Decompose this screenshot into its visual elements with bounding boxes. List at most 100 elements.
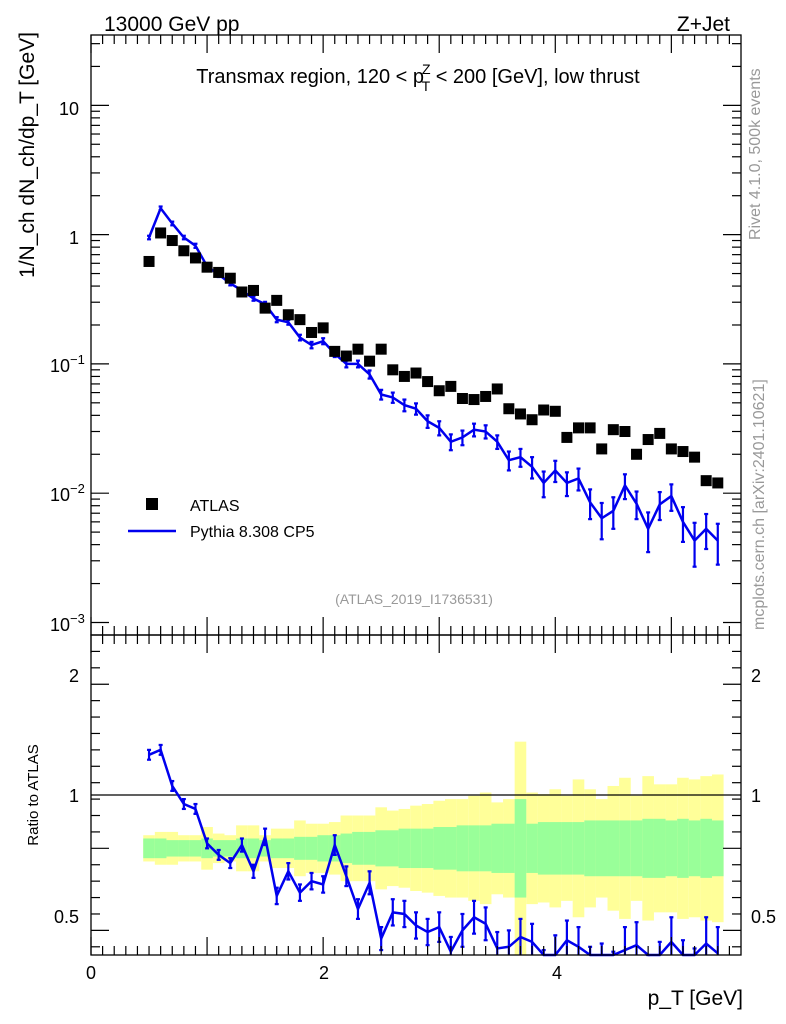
atlas-point	[689, 451, 701, 463]
atlas-point	[340, 350, 352, 362]
band-stat	[212, 840, 225, 857]
band-stat	[178, 840, 190, 857]
main-panel-frame	[90, 34, 742, 636]
band-stat	[282, 838, 295, 859]
atlas-point	[642, 434, 654, 446]
atlas-point	[155, 227, 167, 239]
ratio-ytick-0.5-left: 0.5	[54, 907, 79, 927]
atlas-point	[248, 284, 259, 296]
band-stat	[549, 822, 562, 875]
band-stat	[352, 831, 364, 865]
band-stat	[479, 825, 492, 872]
atlas-point	[282, 309, 294, 321]
atlas-point	[329, 345, 341, 357]
ratio-bands	[143, 741, 724, 955]
band-stat	[619, 820, 631, 877]
atlas-point	[259, 302, 271, 314]
atlas-point	[665, 443, 677, 455]
atlas-point	[596, 443, 608, 455]
mcplots-reference: mcplots.cern.ch [arXiv:2401.10621]	[751, 379, 768, 630]
main-ytick-labels: 10−3 10−2 10−1 1 10	[50, 99, 85, 635]
legend-marker-atlas	[146, 498, 158, 510]
atlas-point	[573, 422, 584, 434]
plot-title: Transmax region, 120 < pZ T < 200 [GeV], …	[196, 61, 640, 94]
atlas-point	[503, 403, 515, 415]
atlas-point	[410, 367, 422, 379]
band-stat	[584, 820, 596, 877]
band-stat	[189, 840, 202, 857]
band-stat	[572, 822, 585, 875]
ytick-label-1e-2: 10−2	[50, 481, 85, 505]
band-stat	[491, 823, 504, 873]
atlas-point	[178, 245, 190, 257]
atlas-point	[526, 414, 538, 426]
band-stat	[294, 836, 306, 860]
atlas-point	[712, 477, 724, 489]
atlas-point	[607, 424, 619, 436]
ratio-ytick-0.5-right: 0.5	[751, 907, 776, 927]
atlas-point	[445, 380, 457, 392]
band-stat	[445, 827, 457, 870]
ytick-label-10: 10	[59, 99, 79, 119]
band-stat	[433, 827, 446, 870]
atlas-point	[224, 272, 236, 284]
process-label: Z+Jet	[677, 13, 730, 36]
analysis-id: (ATLAS_2019_I1736531)	[335, 591, 493, 607]
band-stat	[677, 818, 689, 878]
ratio-ytick-1-right: 1	[751, 786, 761, 806]
band-stat	[166, 840, 179, 857]
band-stat	[630, 820, 643, 877]
band-stat	[526, 823, 538, 873]
main-panel-ticks	[90, 35, 741, 635]
atlas-point	[514, 408, 526, 420]
title-part-pre: Transmax region, 120 < p	[196, 66, 424, 88]
atlas-point	[294, 314, 306, 326]
atlas-point	[468, 394, 480, 406]
atlas-point	[584, 422, 596, 434]
main-ylabel: 1/N_ch dN_ch/dp_T [GeV]	[16, 32, 39, 278]
legend-label-atlas: ATLAS	[190, 498, 240, 515]
band-stat	[224, 840, 237, 857]
band-stat	[537, 822, 550, 875]
band-stat	[386, 830, 399, 867]
atlas-point	[189, 252, 201, 264]
atlas-point	[422, 376, 434, 388]
ratio-panel-ticks	[90, 635, 741, 955]
band-stat	[363, 831, 376, 865]
ratio-line	[148, 748, 719, 957]
atlas-point	[317, 322, 329, 334]
atlas-point	[491, 383, 503, 395]
ytick-label-1e-1: 10−1	[50, 352, 85, 376]
main-ylabel-value: 1/N_ch dN_ch/dp_T [GeV]	[16, 32, 39, 278]
title-part-subscript: T	[422, 78, 431, 94]
xtick-labels: 0 2 4	[86, 963, 562, 983]
ratio-data	[147, 743, 720, 957]
band-stat	[317, 835, 329, 862]
band-stat	[340, 833, 353, 864]
title-part-superscript: Z	[422, 61, 431, 77]
atlas-point	[456, 393, 468, 405]
band-stat	[688, 820, 701, 877]
xtick-label-0: 0	[86, 963, 96, 983]
atlas-point	[561, 431, 573, 443]
band-stat	[653, 818, 666, 878]
band-stat	[514, 799, 527, 898]
atlas-point	[549, 405, 561, 417]
ytick-label-1e-3: 10−3	[50, 611, 85, 635]
xtick-label-4: 4	[552, 963, 562, 983]
band-stat	[375, 830, 387, 867]
band-stat	[410, 828, 422, 869]
band-stat	[595, 820, 608, 877]
main-panel	[90, 34, 742, 636]
atlas-point	[387, 364, 399, 376]
atlas-point	[236, 286, 248, 298]
band-stat	[711, 820, 724, 877]
band-stat	[305, 836, 318, 860]
band-stat	[247, 838, 260, 859]
band-stat	[468, 825, 480, 872]
collision-label: 13000 GeV pp	[104, 13, 239, 36]
atlas-point	[201, 261, 213, 273]
xtick-label-2: 2	[319, 963, 329, 983]
mc-line	[147, 205, 719, 543]
